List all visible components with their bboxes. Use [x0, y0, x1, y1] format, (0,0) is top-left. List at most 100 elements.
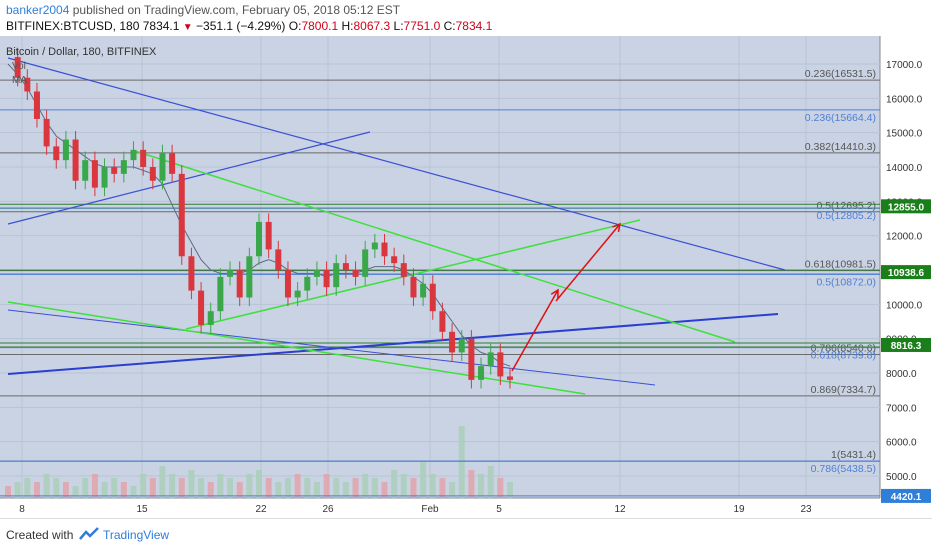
candle-body: [342, 263, 349, 270]
volume-bar: [198, 478, 205, 498]
candle-body: [391, 256, 398, 264]
projection-arrows: [511, 222, 621, 372]
price-badge-label: 8816.3: [891, 341, 922, 352]
open-value: 7800.1: [301, 19, 339, 33]
trend-line: [7, 57, 786, 271]
candle-body: [333, 263, 340, 288]
candle-body: [256, 221, 262, 257]
volume-bar: [294, 474, 301, 498]
price-chart[interactable]: 0.236(16531.5)0.382(14410.3)0.5(12695.2)…: [0, 36, 932, 518]
volume-bar: [420, 462, 427, 498]
fib-label-gray: 0.236(16531.5): [805, 68, 876, 80]
candle-body: [217, 276, 224, 312]
arrow-head: [550, 288, 559, 299]
y-tick-label: 17000.0: [886, 60, 923, 71]
trend-line: [7, 313, 779, 375]
low-label: L:: [393, 19, 404, 33]
fib-label-gray: 0.618(10981.5): [805, 259, 876, 271]
volume-bar: [333, 478, 340, 498]
projection-arrow: [555, 223, 621, 302]
volume-bar: [217, 474, 224, 498]
publish-line: banker2004 published on TradingView.com,…: [6, 3, 400, 17]
fib-label-gray: 1(5431.4): [831, 449, 876, 461]
volume-bar: [362, 474, 369, 498]
x-tick-label: 23: [800, 504, 812, 515]
time-axis-background: [0, 498, 932, 518]
publish-info: published on TradingView.com, February 0…: [72, 3, 401, 17]
volume-bar: [111, 478, 118, 498]
candle-body: [400, 263, 407, 277]
volume-bar: [284, 478, 291, 498]
price-badge: [881, 337, 931, 352]
candle-body: [130, 149, 137, 161]
candle-body: [323, 270, 330, 288]
price-badge: [881, 199, 931, 214]
fib-label-gray: 0.786(8540.6): [811, 342, 876, 354]
candle-body: [371, 242, 378, 250]
volume-bar: [304, 478, 311, 498]
candle-body: [24, 77, 31, 92]
volume-bar: [91, 474, 98, 498]
fib-label-blue: 0.618(8739.8): [811, 350, 876, 362]
tradingview-link[interactable]: TradingView: [103, 528, 170, 542]
y-tick-label: 12000.0: [886, 232, 923, 243]
last-price: 7834.1: [142, 19, 180, 33]
down-triangle-icon: ▼: [182, 22, 193, 33]
chart-header: banker2004 published on TradingView.com,…: [0, 0, 932, 36]
price-badges: 12855.0 10938.6 8816.3 4420.1: [881, 199, 931, 503]
volume-bar: [275, 482, 282, 498]
candle-body: [227, 270, 234, 277]
candle-body: [294, 290, 301, 298]
symbol-label: BITFINEX:BTCUSD, 180: [6, 19, 140, 33]
trend-line: [7, 301, 586, 395]
y-tick-label: 15000.0: [886, 129, 923, 140]
time-axis-ticks: 8 15 22 26 Feb 5 12 19 23: [19, 504, 812, 515]
volume-bar: [227, 478, 234, 498]
x-tick-label: 15: [136, 504, 148, 515]
candle-body: [178, 173, 185, 257]
volume-bar: [391, 470, 398, 498]
candle-body: [478, 366, 485, 380]
fib-levels-blue: 0.236(15664.4) 0.5(12805.2) 0.5(10872.0) 0.…: [0, 109, 880, 475]
candle-body: [169, 153, 176, 174]
candle-body: [101, 167, 108, 188]
volume-bar: [487, 466, 494, 498]
candle-body: [275, 249, 282, 270]
close-value: 7834.1: [455, 19, 493, 33]
candle-body: [313, 270, 320, 277]
open-label: O:: [288, 19, 302, 33]
volume-bar: [130, 486, 137, 498]
volume-bar: [342, 482, 349, 498]
x-tick-label: 12: [614, 504, 626, 515]
volume-bar: [101, 482, 108, 498]
volume-bar: [5, 486, 11, 498]
fib-label-gray: 0.382(14410.3): [805, 141, 876, 153]
y-tick-label: 6000.0: [886, 438, 917, 449]
ohlc-line: BITFINEX:BTCUSD, 180 7834.1 ▼ −351.1 (−4…: [6, 19, 492, 33]
candlesticks: [14, 48, 513, 389]
volume-bar: [429, 474, 436, 498]
candle-body: [362, 249, 369, 277]
candle-body: [62, 139, 69, 161]
author-link[interactable]: banker2004: [6, 3, 70, 17]
candle-body: [420, 283, 427, 298]
y-tick-label: 8000.0: [886, 369, 917, 380]
high-value: 8067.3: [353, 19, 391, 33]
close-label: C:: [443, 19, 456, 33]
candle-body: [449, 331, 456, 353]
candle-body: [53, 146, 60, 161]
candle-body: [43, 118, 50, 147]
volume-bar: [120, 482, 127, 498]
candle-body: [507, 376, 513, 380]
volume-bar: [82, 478, 89, 498]
volume-bar: [14, 482, 21, 498]
volume-bar: [207, 482, 214, 498]
volume-bar: [178, 478, 185, 498]
candle-body: [304, 276, 311, 291]
fib-label-blue: 0.5(10872.0): [816, 276, 876, 288]
volume-bar: [265, 478, 272, 498]
price-badge-label: 10938.6: [888, 268, 925, 279]
plot-background: [0, 36, 880, 498]
candle-body: [410, 276, 417, 298]
chart-area[interactable]: 0.236(16531.5) 0.382(14410.3) 0.5(12695.2)…: [0, 36, 932, 518]
